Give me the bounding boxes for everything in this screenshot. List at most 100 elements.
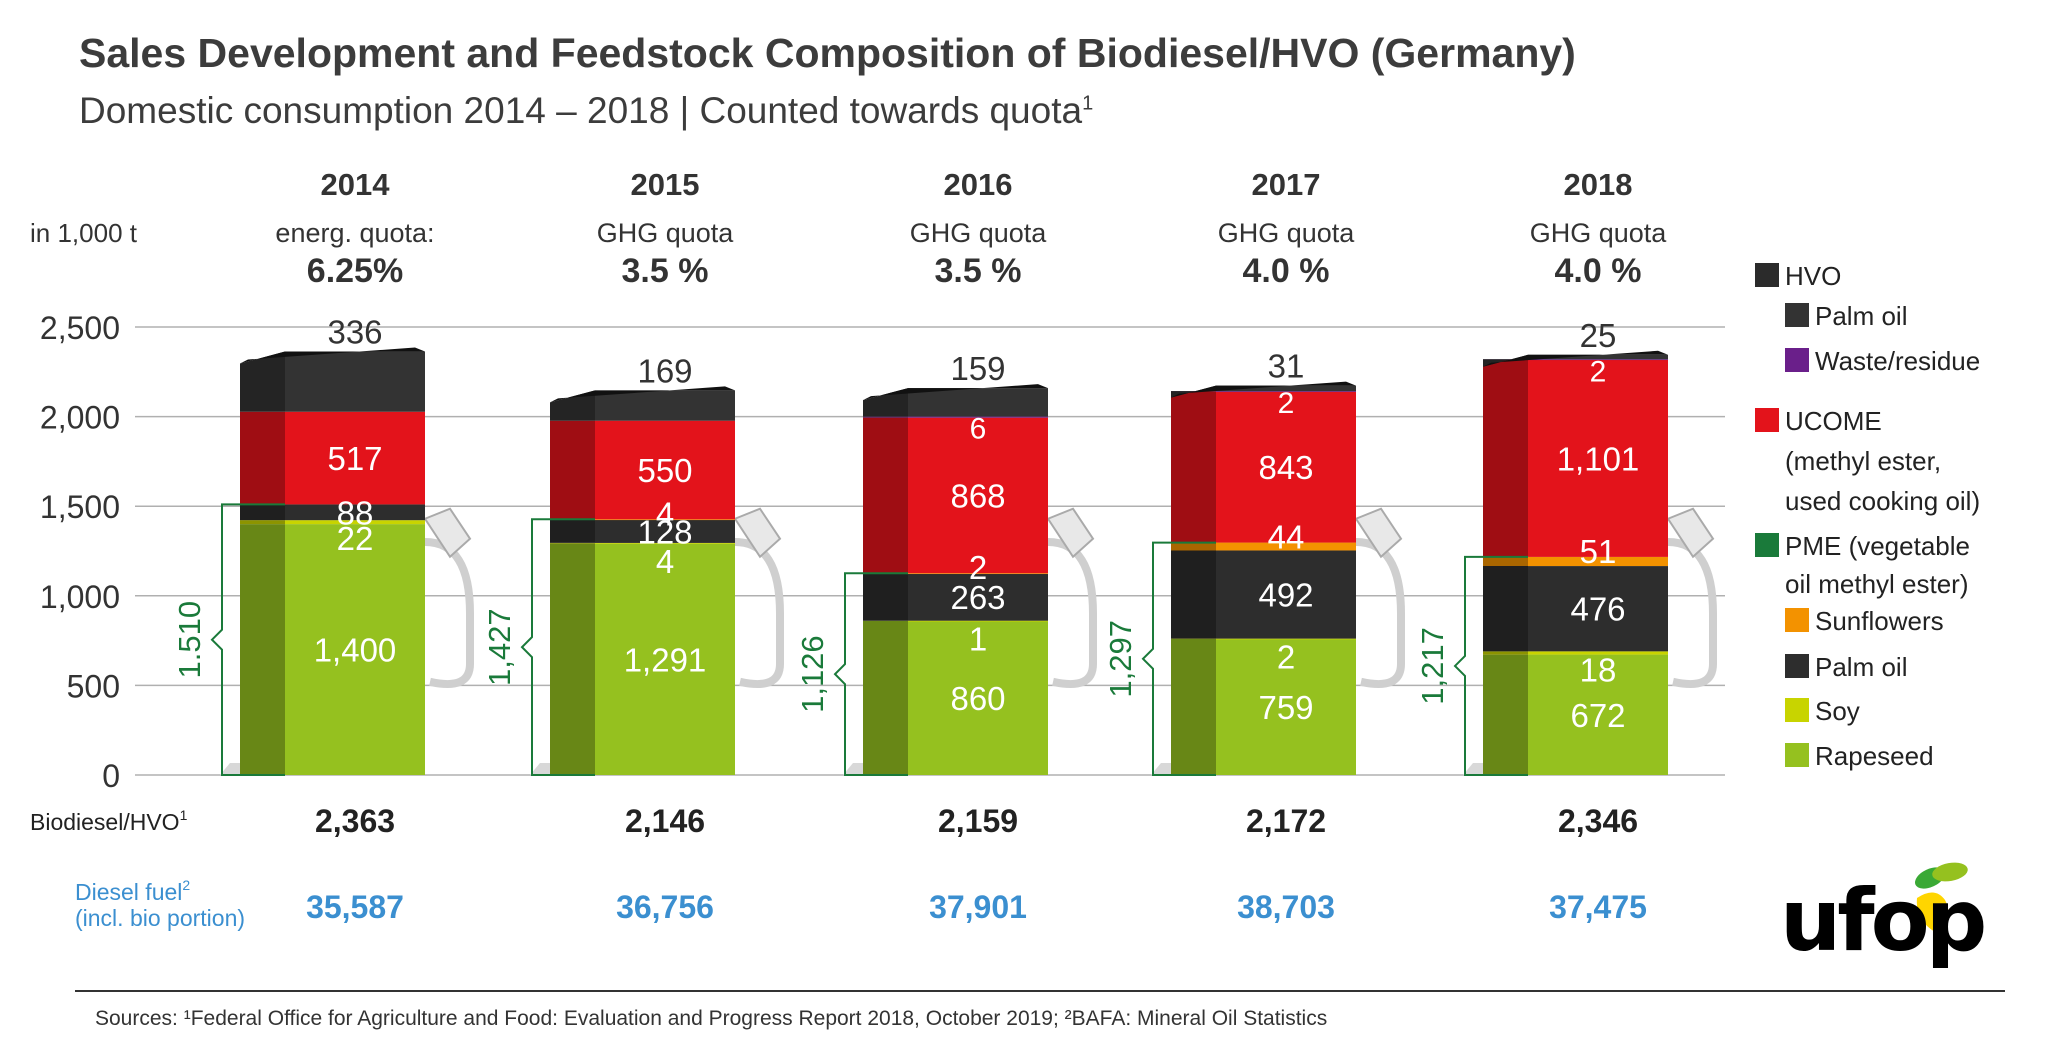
- bar-segment: [1216, 638, 1356, 640]
- bar-segment: [1216, 638, 1356, 775]
- segment-value-label: 1,291: [624, 641, 707, 678]
- segment-value-label: 860: [950, 680, 1005, 717]
- hvo-palm-label: 159: [950, 350, 1005, 387]
- pme-bracket: [520, 518, 595, 776]
- legend-pme-swatch: [1755, 533, 1779, 557]
- bar-segment: [285, 524, 425, 775]
- bar-side-segment: [863, 416, 908, 418]
- bar-segment: [595, 543, 735, 775]
- pump-nozzle: [1354, 507, 1403, 559]
- legend-hvo-label: HVO: [1785, 261, 1841, 291]
- year-label: 2018: [1564, 167, 1633, 202]
- hvo-palm-label: 336: [327, 314, 382, 351]
- pump-hose: [424, 538, 474, 689]
- bar-segment: [285, 411, 425, 505]
- quota-type: GHG quota: [597, 218, 735, 248]
- year-label: 2016: [944, 167, 1013, 202]
- segment-value-label: 1,101: [1557, 440, 1640, 477]
- segment-value-label: 868: [950, 477, 1005, 514]
- ufop-logo: ufop: [1780, 862, 1988, 970]
- bar-side-segment: [1171, 550, 1216, 639]
- legend-soy-label: Soy: [1815, 696, 1860, 726]
- diesel-total: 35,587: [306, 889, 404, 925]
- segment-value-label: 759: [1258, 689, 1313, 726]
- bar-segment: [1528, 354, 1668, 360]
- pump-nozzle: [733, 507, 782, 559]
- pme-bracket: [1141, 541, 1216, 776]
- biodiesel-hvo-row-label: Biodiesel/HVO1: [30, 807, 188, 835]
- legend-hvo-palm-oil-label: Palm oil: [1815, 301, 1907, 331]
- diesel-total: 38,703: [1237, 889, 1335, 925]
- pump-hose: [734, 538, 784, 689]
- bar-top: [1171, 381, 1356, 398]
- bar-segment: [1216, 542, 1356, 551]
- bar-segment: [595, 390, 735, 421]
- pme-total-label: 1,297: [1103, 620, 1138, 698]
- pme-total-label: 1.510: [172, 601, 207, 679]
- quota-type: GHG quota: [1218, 218, 1356, 248]
- bar-segment: [908, 620, 1048, 775]
- segment-value-label: 44: [1268, 519, 1305, 556]
- pump-nozzle: [1666, 507, 1715, 559]
- bar-segment: [1216, 385, 1356, 392]
- subtitle-text: Domestic consumption 2014 – 2018 | Count…: [79, 90, 1083, 131]
- diesel-row-label: Diesel fuel2: [75, 877, 190, 905]
- legend-palm-oil-label: Palm oil: [1815, 652, 1907, 682]
- legend-ucome-label: UCOME: [1785, 406, 1882, 436]
- segment-value-label: 263: [950, 579, 1005, 616]
- segment-value-label: 51: [1580, 533, 1617, 570]
- bar-segment: [285, 351, 425, 412]
- legend-hvo-swatch: [1755, 263, 1779, 287]
- bar-segment: [285, 504, 425, 521]
- segment-value-label: 492: [1258, 577, 1313, 614]
- quota-value: 3.5 %: [622, 252, 709, 290]
- pump-hose: [1667, 538, 1717, 689]
- diesel-total: 37,475: [1549, 889, 1647, 925]
- bar-side-segment: [1483, 651, 1528, 655]
- segment-value-label: 476: [1570, 591, 1625, 628]
- segment-value-label: 2: [1277, 639, 1295, 676]
- year-label: 2017: [1252, 167, 1321, 202]
- biodiesel-hvo-total: 2,346: [1558, 803, 1638, 839]
- y-tick-label: 0: [102, 758, 120, 794]
- pme-total-label: 1,126: [795, 635, 830, 713]
- bar-segment: [1528, 359, 1668, 557]
- legend-hvo-palm-oil-swatch: [1785, 303, 1809, 327]
- pme-bracket: [833, 572, 908, 776]
- bar-top: [550, 386, 735, 403]
- bar-segment: [1528, 359, 1668, 361]
- chart-title: Sales Development and Feedstock Composit…: [79, 30, 1576, 76]
- legend-soy-swatch: [1785, 698, 1809, 722]
- year-label: 2014: [321, 167, 391, 202]
- diesel-total: 37,901: [929, 889, 1027, 925]
- subtitle-footnote: 1: [1082, 92, 1094, 115]
- bar-side-segment: [1483, 566, 1528, 652]
- logo-lettering: ufop: [1780, 871, 1984, 970]
- hvo-waste-label: 6: [970, 413, 987, 446]
- segment-value-label: 88: [337, 494, 374, 531]
- bar-side-segment: [1483, 556, 1528, 567]
- bar-segment: [1528, 654, 1668, 775]
- bar-segment: [908, 417, 1048, 574]
- bar-segment: [908, 620, 1048, 622]
- segment-value-label: 18: [1580, 651, 1617, 688]
- segment-value-label: 128: [637, 513, 692, 550]
- chart-subtitle: Domestic consumption 2014 – 2018 | Count…: [79, 90, 1093, 132]
- bar-segment: [595, 519, 735, 543]
- segment-value-label: 550: [637, 452, 692, 489]
- bar-segment: [1216, 550, 1356, 639]
- pump-hose: [1047, 538, 1097, 689]
- bar-segment: [1216, 391, 1356, 392]
- quota-value: 4.0 %: [1243, 252, 1330, 290]
- legend-ucome-line3: used cooking oil): [1785, 486, 1980, 516]
- legend-palm-oil-swatch: [1785, 654, 1809, 678]
- bar-segment: [908, 573, 1048, 621]
- bar-segment: [1528, 566, 1668, 652]
- pme-bracket: [210, 503, 285, 776]
- bar-segment: [595, 542, 735, 544]
- bar-side-segment: [550, 543, 595, 775]
- y-tick-label: 1,500: [40, 489, 120, 525]
- legend-pme-line2: oil methyl ester): [1785, 569, 1969, 599]
- hvo-palm-label: 169: [637, 352, 692, 389]
- legend-sunflowers-swatch: [1785, 608, 1809, 632]
